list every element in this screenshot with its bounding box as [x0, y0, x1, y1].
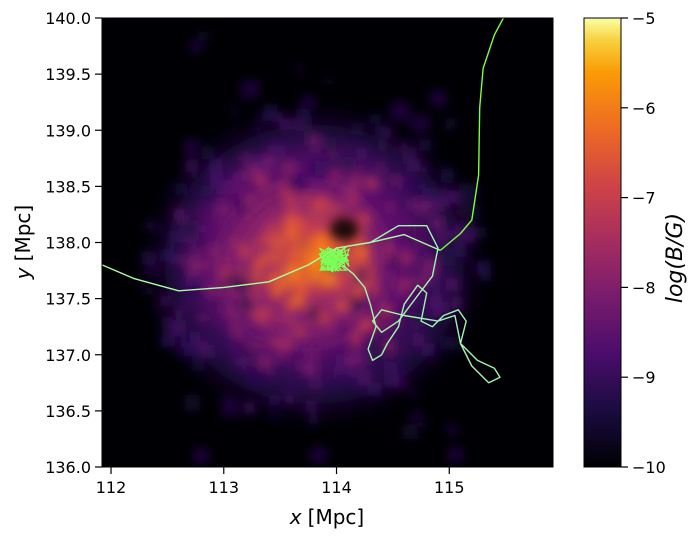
y-tick-label: 136.0: [45, 458, 91, 477]
y-tick-label: 139.0: [45, 121, 91, 140]
y-tick-label: 137.0: [45, 346, 91, 365]
y-tick-label: 138.5: [45, 177, 91, 196]
colorbar-ticks: −10 −9 −8 −7 −6 −5: [621, 9, 666, 477]
colorbar-label: log(B/G): [663, 213, 688, 303]
colorbar-tick-label: −5: [632, 9, 656, 28]
y-tick-label: 139.5: [45, 65, 91, 84]
x-axis: 112 113 114 115: [96, 467, 465, 497]
trajectory-layer: [102, 18, 505, 384]
colorbar: −10 −9 −8 −7 −6 −5 log(B/G): [583, 9, 688, 477]
trajectory-knot: [318, 245, 351, 273]
y-axis: 136.0 136.5 137.0 137.5 138.0 138.5 139.0 139.5…: [45, 9, 102, 477]
colorbar-tick-label: −8: [632, 278, 656, 297]
y-tick-label: 138.0: [45, 234, 91, 253]
colorbar-tick-label: −7: [632, 189, 656, 208]
x-tick-label: 112: [96, 478, 127, 497]
trajectory-line: [439, 18, 505, 251]
colorbar-tick-label: −9: [632, 368, 656, 387]
plot-area: [101, 17, 554, 468]
colorbar-gradient: [583, 17, 622, 468]
x-tick-label: 113: [208, 478, 239, 497]
colorbar-tick-label: −10: [632, 458, 666, 477]
trajectory-line: [341, 225, 501, 384]
x-axis-label: x [Mpc]: [289, 505, 364, 529]
colorbar-tick-label: −6: [632, 99, 656, 118]
trajectory-line: [102, 233, 441, 292]
x-tick-label: 115: [434, 478, 465, 497]
x-tick-label: 114: [321, 478, 352, 497]
y-axis-label: y[Mpc]: [11, 205, 35, 280]
y-tick-label: 136.5: [45, 402, 91, 421]
field-map: [139, 31, 492, 464]
y-tick-label: 140.0: [45, 9, 91, 28]
y-tick-label: 137.5: [45, 290, 91, 309]
